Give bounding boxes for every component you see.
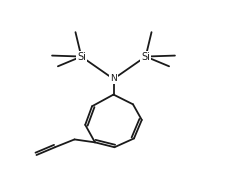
Text: Si: Si: [77, 51, 86, 62]
Text: Si: Si: [141, 51, 150, 62]
Text: N: N: [110, 74, 117, 83]
